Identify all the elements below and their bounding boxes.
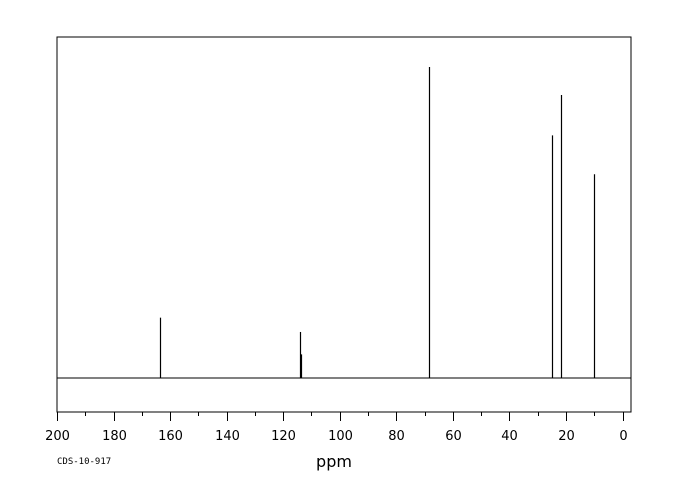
tick-label: 100 [328, 429, 353, 444]
peaks-layer [159, 67, 596, 378]
tick-label: 200 [45, 429, 70, 444]
tick-label: 20 [558, 429, 575, 444]
tick-label: 120 [271, 429, 296, 444]
x-axis-title: ppm [316, 452, 352, 471]
tick-label: 80 [388, 429, 405, 444]
tick-label: 160 [158, 429, 183, 444]
catalog-id: CDS-10-917 [57, 457, 112, 467]
tick-label: 0 [619, 429, 627, 444]
tick-label: 60 [445, 429, 462, 444]
tick-label: 140 [215, 429, 240, 444]
plot-frame [56, 36, 632, 413]
tick-label: 180 [102, 429, 127, 444]
x-axis: 200 180 160 140 120 100 80 60 40 20 0 [45, 412, 628, 444]
tick-label: 40 [501, 429, 518, 444]
